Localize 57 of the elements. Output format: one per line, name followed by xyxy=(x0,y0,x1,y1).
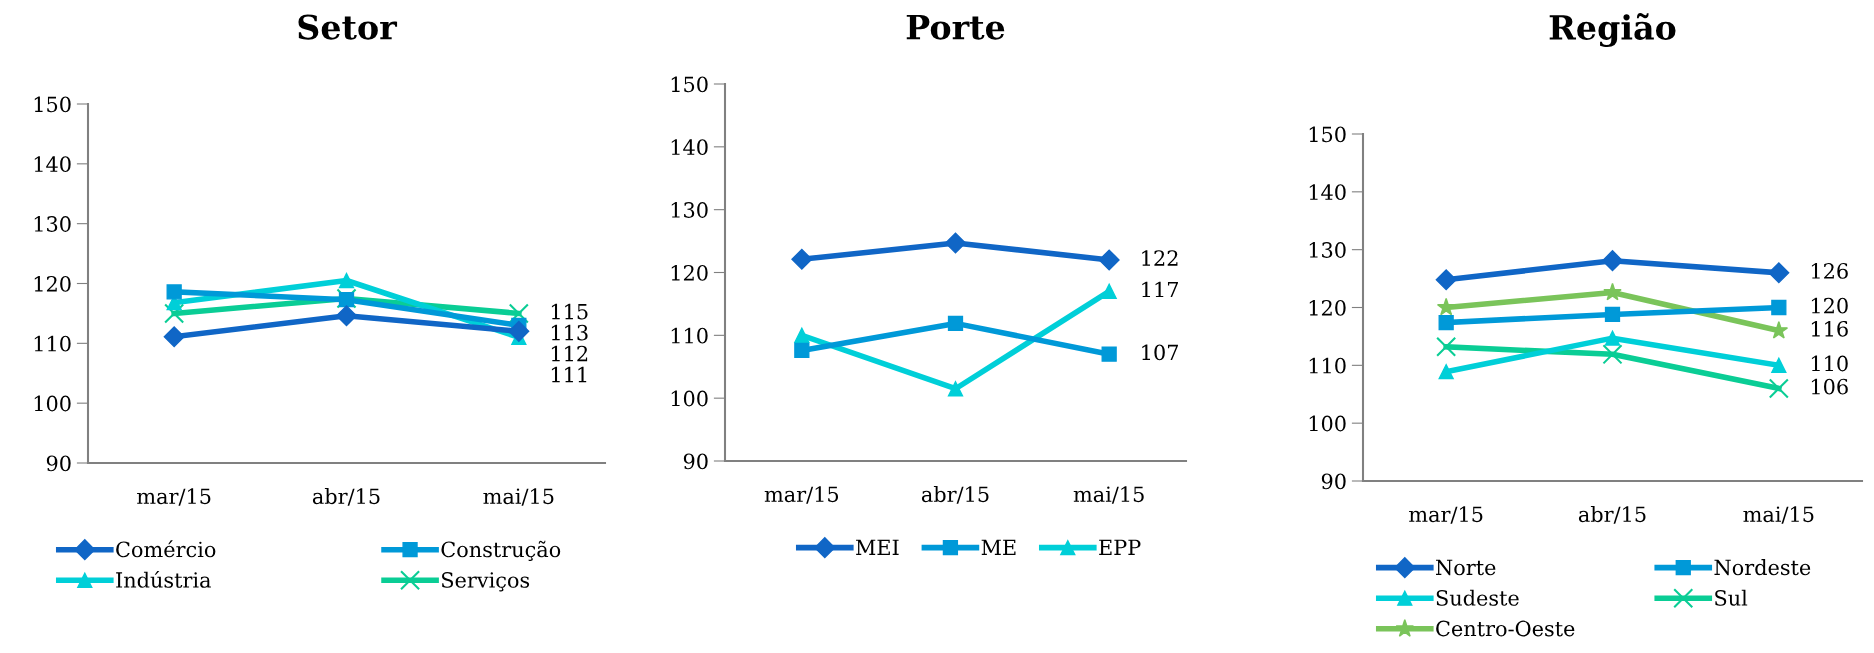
legend-label: Sul xyxy=(1715,589,1748,606)
x-tick-label: mai/15 xyxy=(1073,486,1144,504)
x-tick-label: mar/15 xyxy=(764,486,839,504)
legend-label: Nordeste xyxy=(1714,559,1811,576)
legend-label: Construção xyxy=(441,540,561,561)
data-label: 126 xyxy=(1811,263,1848,279)
data-label: 116 xyxy=(1811,320,1848,337)
chart-title: Região xyxy=(1549,13,1676,47)
y-tick-label: 110 xyxy=(1309,357,1346,374)
x-tick-label: mai/15 xyxy=(483,488,554,506)
y-tick-label: 90 xyxy=(683,453,708,470)
y-tick-label: 120 xyxy=(34,275,71,292)
y-tick-label: 100 xyxy=(671,390,708,407)
data-label: 115 xyxy=(551,303,588,320)
y-tick-label: 110 xyxy=(34,335,71,352)
legend-label: Comércio xyxy=(116,540,216,558)
y-tick-label: 130 xyxy=(1309,242,1346,258)
y-tick-label: 90 xyxy=(1321,473,1346,490)
x-tick-label: abr/15 xyxy=(312,488,380,506)
legend-label: Indústria xyxy=(116,570,211,588)
x-tick-label: mar/15 xyxy=(1409,506,1483,524)
data-label: 106 xyxy=(1811,378,1848,395)
y-tick-label: 100 xyxy=(1309,415,1346,432)
x-tick-label: abr/15 xyxy=(1578,506,1646,524)
legend-label: Norte xyxy=(1436,559,1496,576)
y-tick-label: 120 xyxy=(671,264,708,281)
legend-label: EPP xyxy=(1099,539,1141,555)
data-label: 122 xyxy=(1142,250,1178,266)
legend-label: Sudeste xyxy=(1436,589,1519,606)
x-tick-label: mar/15 xyxy=(137,488,211,506)
data-label: 107 xyxy=(1142,344,1178,361)
y-tick-label: 140 xyxy=(671,139,708,156)
y-tick-label: 140 xyxy=(34,156,71,173)
chart-title: Setor xyxy=(298,14,398,40)
y-tick-label: 120 xyxy=(1309,299,1346,316)
y-tick-label: 150 xyxy=(1309,126,1346,143)
data-label: 112 xyxy=(551,345,588,362)
y-tick-label: 100 xyxy=(34,395,71,412)
data-label: 111 xyxy=(551,366,587,383)
y-tick-label: 150 xyxy=(34,96,71,113)
y-tick-label: 90 xyxy=(46,455,71,472)
y-tick-label: 110 xyxy=(671,327,708,344)
y-tick-label: 140 xyxy=(1309,184,1346,201)
data-label: 117 xyxy=(1142,281,1178,298)
data-label: 120 xyxy=(1811,297,1848,314)
y-tick-label: 130 xyxy=(671,202,708,218)
y-tick-label: 150 xyxy=(671,76,708,93)
x-tick-label: mai/15 xyxy=(1743,506,1814,524)
legend-label: MEI xyxy=(856,539,899,555)
legend-label: ME xyxy=(981,539,1016,555)
chart-title: Porte xyxy=(906,14,1005,40)
legend-label: Serviços xyxy=(442,572,530,592)
y-tick-label: 130 xyxy=(34,216,71,232)
data-label: 110 xyxy=(1811,355,1848,372)
legend-label: Centro-Oeste xyxy=(1436,620,1575,637)
x-tick-label: abr/15 xyxy=(921,486,989,504)
data-label: 113 xyxy=(551,324,588,341)
